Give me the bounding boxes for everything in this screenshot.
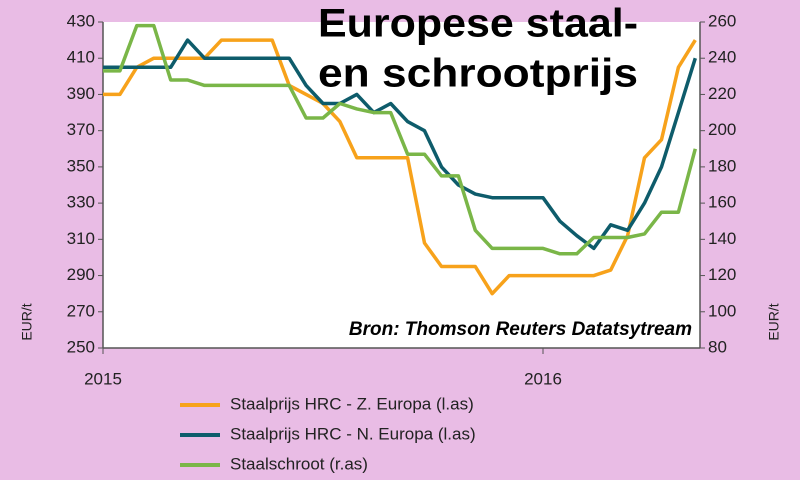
y2-tick-label: 180 (708, 156, 736, 175)
chart-title: Europese staal- (318, 2, 638, 46)
y2-tick-label: 220 (708, 84, 736, 103)
y-tick-label: 410 (67, 48, 95, 67)
y-axis-label: EUR/t (19, 303, 35, 340)
y2-tick-label: 160 (708, 193, 736, 212)
y2-tick-label: 200 (708, 120, 736, 139)
y-tick-label: 290 (67, 265, 95, 284)
y-tick-label: 430 (67, 11, 95, 30)
series-line (103, 23, 697, 256)
y-tick-label: 370 (67, 120, 95, 139)
y-tick-label: 350 (67, 156, 95, 175)
y2-axis-label: EUR/t (766, 303, 782, 340)
legend-label: Staalprijs HRC - Z. Europa (l.as) (230, 394, 474, 413)
y-tick-label: 250 (67, 337, 95, 356)
legend-label: Staalprijs HRC - N. Europa (l.as) (230, 424, 476, 443)
series-line (103, 38, 697, 251)
y2-tick-label: 240 (708, 48, 736, 67)
y2-tick-label: 80 (708, 337, 727, 356)
chart-title: en schrootprijs (318, 52, 638, 96)
y-tick-label: 270 (67, 301, 95, 320)
y2-tick-label: 100 (708, 301, 736, 320)
y2-tick-label: 140 (708, 229, 736, 248)
series-line (103, 38, 697, 296)
y-tick-label: 310 (67, 229, 95, 248)
y2-tick-label: 260 (708, 11, 736, 30)
y-tick-label: 330 (67, 193, 95, 212)
x-tick-label: 2016 (524, 369, 562, 388)
plot-area (103, 22, 700, 348)
x-tick-label: 2015 (84, 369, 122, 388)
y2-tick-label: 120 (708, 265, 736, 284)
y-tick-label: 390 (67, 84, 95, 103)
legend-label: Staalschroot (r.as) (230, 454, 368, 473)
source-note: Bron: Thomson Reuters Datatsytream (349, 319, 692, 340)
